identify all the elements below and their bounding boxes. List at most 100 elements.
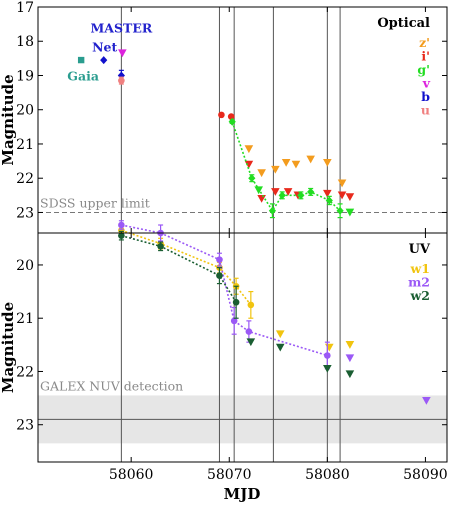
legend-entry: m2	[408, 275, 430, 290]
data-point	[307, 187, 315, 196]
y-tick-label: 23	[16, 205, 34, 221]
data-point	[247, 301, 255, 309]
series-w1-1	[275, 330, 355, 352]
data-point	[268, 206, 277, 215]
x-tick-label: 58060	[109, 467, 154, 483]
y-tick-label: 21	[16, 311, 34, 327]
data-point	[118, 232, 125, 239]
series-g-3	[228, 117, 344, 219]
data-point	[271, 188, 280, 196]
data-point	[337, 191, 347, 200]
data-point	[244, 160, 254, 169]
data-point	[232, 298, 240, 306]
data-point	[248, 174, 256, 183]
data-point	[345, 370, 355, 379]
series-w2-5	[246, 338, 355, 379]
data-point	[218, 111, 225, 119]
series-Gaia-8	[77, 56, 85, 64]
legend-entry: g'	[417, 62, 430, 77]
data-point	[323, 365, 332, 373]
reference-label: SDSS upper limit	[40, 195, 150, 210]
series-m2-2	[118, 220, 331, 370]
y-tick-label: 17	[16, 0, 34, 16]
data-point	[345, 354, 355, 363]
data-point	[245, 328, 253, 335]
series-line	[121, 224, 328, 357]
series-m2-3	[345, 354, 431, 405]
data-point	[246, 338, 256, 347]
y-tick-label: 22	[16, 364, 34, 380]
y-tick-label: 18	[16, 34, 34, 50]
data-point	[118, 49, 127, 58]
data-point	[118, 221, 125, 229]
legend-entry: u	[421, 103, 430, 118]
data-point	[257, 169, 266, 178]
data-point	[422, 396, 431, 405]
data-point	[275, 343, 285, 352]
legend-entry: w2	[410, 288, 430, 303]
data-point	[337, 179, 347, 188]
optical-panel: SDSS upper limit MASTER Net Gaia Optical z'i'…	[0, 0, 448, 234]
legend-entry: v	[422, 76, 431, 91]
y-tick-label: 20	[16, 258, 34, 274]
data-point	[281, 159, 291, 167]
legend-entry: b	[421, 89, 430, 104]
series-line	[121, 234, 237, 303]
data-point	[345, 341, 355, 349]
data-point	[157, 243, 164, 250]
data-point	[77, 56, 85, 64]
data-point	[257, 194, 266, 203]
data-point	[283, 188, 293, 196]
y-tick-label: 22	[16, 171, 34, 187]
y-tick-label: 23	[16, 418, 34, 434]
x-tick-label: 58070	[207, 467, 252, 483]
series-v-5	[118, 49, 127, 58]
y-tick-label: 20	[16, 103, 34, 119]
data-point	[325, 196, 333, 205]
series-u-7	[118, 76, 125, 85]
data-point	[228, 117, 236, 126]
data-point	[216, 272, 223, 279]
annotation-net: Net	[92, 40, 117, 55]
data-point	[324, 352, 331, 359]
data-point	[100, 56, 108, 65]
data-point	[278, 191, 286, 200]
data-point	[230, 317, 238, 325]
data-point	[297, 191, 305, 200]
x-axis-label: MJD	[224, 485, 261, 503]
y-axis-label: Magnitude	[0, 302, 17, 393]
data-point	[323, 189, 332, 198]
plot-frame	[37, 232, 448, 463]
series-w2-4	[118, 230, 240, 319]
x-tick-label: 58080	[305, 467, 350, 483]
series-z-0	[244, 145, 347, 188]
legend-entry: i'	[421, 49, 430, 64]
data-point	[306, 155, 315, 164]
data-point	[254, 186, 263, 195]
data-point	[275, 330, 285, 339]
data-point	[345, 193, 355, 202]
panel-title: Optical	[377, 16, 430, 31]
legend-entry: w1	[410, 261, 430, 276]
data-point	[244, 145, 254, 154]
y-axis-label: Magnitude	[0, 74, 17, 165]
x-tick-label: 58090	[403, 467, 448, 483]
data-point	[271, 165, 280, 174]
data-point	[336, 206, 344, 215]
data-point	[325, 343, 334, 352]
data-point	[291, 160, 301, 169]
y-tick-label: 19	[16, 68, 34, 84]
band-label: GALEX NUV detection	[40, 378, 183, 393]
data-point	[345, 208, 355, 217]
data-point	[216, 256, 223, 263]
data-point	[323, 159, 332, 167]
data-point	[227, 113, 235, 120]
legend-entry: z'	[419, 35, 430, 50]
panel-title: UV	[409, 242, 431, 257]
y-tick-label: 21	[16, 137, 34, 153]
series-i-2	[244, 160, 355, 203]
series-line	[231, 121, 341, 213]
annotation-master: MASTER	[90, 21, 152, 36]
